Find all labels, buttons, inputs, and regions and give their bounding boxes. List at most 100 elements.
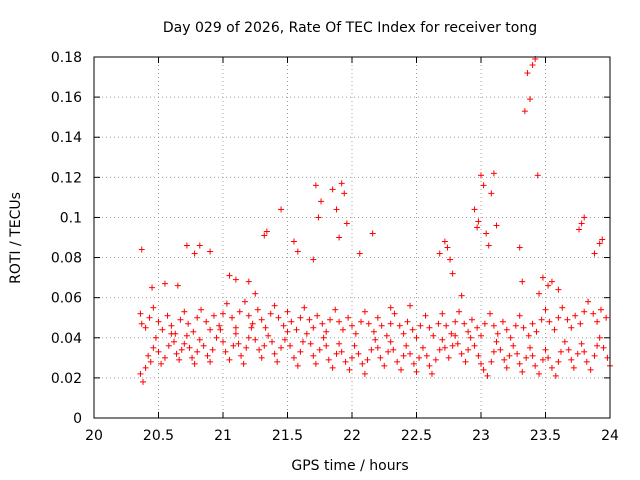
data-point — [288, 318, 295, 325]
data-point — [527, 344, 534, 351]
data-point — [346, 366, 353, 373]
data-point — [142, 364, 149, 371]
data-point — [426, 362, 433, 369]
data-point — [390, 346, 397, 353]
data-point — [577, 320, 584, 327]
data-point — [552, 372, 559, 379]
y-tick-label: 0.04 — [51, 331, 82, 347]
data-point — [365, 320, 372, 327]
data-point — [594, 342, 601, 349]
data-point — [196, 242, 203, 249]
data-point — [280, 322, 287, 329]
data-point — [267, 310, 274, 317]
data-point — [449, 270, 456, 277]
data-point — [484, 372, 491, 379]
data-point — [339, 326, 346, 333]
x-tick-label: 22.5 — [401, 428, 432, 444]
data-point — [177, 316, 184, 323]
data-point — [303, 330, 310, 337]
data-point — [435, 320, 442, 327]
data-point — [200, 342, 207, 349]
data-point — [258, 316, 265, 323]
data-point — [409, 326, 416, 333]
data-point — [217, 326, 224, 333]
data-point — [245, 312, 252, 319]
data-point — [287, 342, 294, 349]
data-point — [432, 356, 439, 363]
data-point — [147, 358, 154, 365]
data-point — [150, 304, 157, 311]
data-point — [150, 344, 157, 351]
data-point — [336, 234, 343, 241]
data-point — [299, 338, 306, 345]
data-point — [494, 330, 501, 337]
data-point — [493, 338, 500, 345]
data-point — [249, 320, 256, 327]
data-point — [261, 342, 268, 349]
data-point — [198, 306, 205, 313]
data-point — [333, 206, 340, 213]
data-point — [542, 346, 549, 353]
data-point — [155, 318, 162, 325]
data-point — [185, 320, 192, 327]
data-point — [294, 362, 301, 369]
y-tick-label: 0.16 — [51, 90, 82, 106]
data-point — [578, 220, 585, 227]
data-point — [597, 306, 604, 313]
data-point — [361, 370, 368, 377]
data-point — [361, 308, 368, 315]
data-point — [319, 320, 326, 327]
data-point — [220, 338, 226, 345]
data-point — [236, 308, 243, 315]
data-point — [278, 206, 285, 213]
data-point — [194, 348, 201, 355]
data-point — [261, 232, 268, 239]
data-point — [235, 340, 242, 347]
data-point — [436, 346, 443, 353]
data-point — [327, 316, 334, 323]
data-point — [551, 326, 558, 333]
data-point — [369, 230, 376, 237]
data-point — [176, 356, 183, 363]
data-point — [318, 198, 325, 205]
data-point — [186, 344, 193, 351]
data-point — [499, 318, 506, 325]
data-point — [387, 338, 394, 345]
data-point — [578, 340, 585, 347]
data-point — [341, 190, 348, 197]
data-point — [503, 326, 510, 333]
data-point — [456, 308, 463, 315]
data-point — [594, 318, 601, 325]
data-point — [458, 292, 465, 299]
data-point — [468, 316, 475, 323]
data-point — [430, 332, 437, 339]
data-point — [294, 248, 301, 255]
data-point — [488, 190, 495, 197]
data-point — [471, 342, 478, 349]
data-point — [213, 334, 220, 341]
data-point — [538, 316, 545, 323]
data-point — [581, 308, 588, 315]
data-point — [591, 352, 598, 359]
data-point — [271, 302, 278, 309]
data-point — [514, 350, 521, 357]
data-point — [581, 348, 588, 355]
data-point — [488, 358, 495, 365]
x-axis-label: GPS time / hours — [291, 458, 408, 474]
data-point — [599, 236, 606, 243]
data-point — [587, 366, 594, 373]
data-point — [342, 358, 349, 365]
data-point — [396, 322, 403, 329]
data-point — [230, 342, 237, 349]
data-point — [546, 318, 553, 325]
data-point — [564, 316, 571, 323]
data-point — [524, 70, 531, 77]
data-point — [190, 328, 197, 335]
data-point — [155, 348, 162, 355]
data-point — [475, 218, 482, 225]
data-point — [181, 308, 188, 315]
x-tick-label: 22 — [343, 428, 361, 444]
x-tick-label: 23.5 — [530, 428, 561, 444]
data-point — [441, 238, 448, 245]
data-point — [413, 334, 420, 341]
